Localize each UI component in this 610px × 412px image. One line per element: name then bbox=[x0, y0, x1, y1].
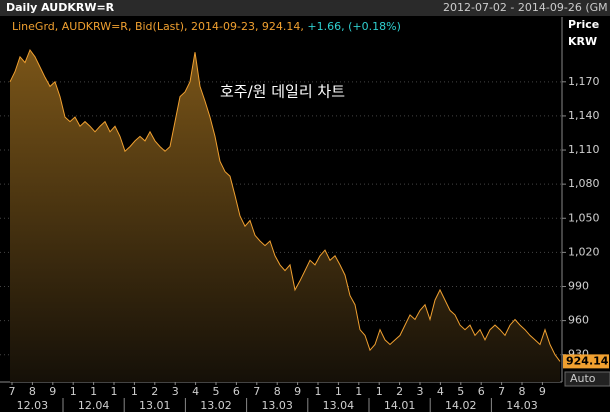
date-range: 2012-07-02 - 2014-09-26 (GM bbox=[443, 1, 608, 14]
x-tick-label: 3 bbox=[172, 385, 179, 398]
x-tick-label: 8 bbox=[29, 385, 36, 398]
x-tick-label: 8 bbox=[519, 385, 526, 398]
legend: LineGrd, AUDKRW=R, Bid(Last), 2014-09-23… bbox=[12, 20, 401, 33]
x-tick-label: 1 bbox=[131, 385, 138, 398]
quarter-label: 13.03 bbox=[261, 399, 293, 412]
quarter-label: 14.03 bbox=[506, 399, 538, 412]
plot-area bbox=[0, 17, 566, 383]
x-tick-label: 1 bbox=[335, 385, 342, 398]
axis-label: Price bbox=[568, 18, 599, 31]
x-tick-label: 1 bbox=[355, 385, 362, 398]
x-tick-label: 9 bbox=[49, 385, 56, 398]
legend-text: LineGrd, AUDKRW=R, Bid(Last), 2014-09-23… bbox=[12, 20, 304, 33]
scale-button-label[interactable]: Auto bbox=[570, 372, 596, 385]
x-tick-label: 5 bbox=[457, 385, 464, 398]
x-tick-label: 7 bbox=[498, 385, 505, 398]
x-tick-label: 2 bbox=[151, 385, 158, 398]
quarter-label: 14.02 bbox=[445, 399, 477, 412]
y-tick-label: 960 bbox=[568, 314, 589, 327]
x-tick-label: 6 bbox=[478, 385, 485, 398]
last-value-label: 924.14 bbox=[566, 354, 609, 367]
y-tick-label: 1,170 bbox=[568, 75, 600, 88]
x-tick-label: 2 bbox=[396, 385, 403, 398]
x-tick-label: 3 bbox=[417, 385, 424, 398]
x-tick-label: 1 bbox=[376, 385, 383, 398]
quarter-label: 13.01 bbox=[139, 399, 171, 412]
y-tick-label: 1,110 bbox=[568, 143, 600, 156]
line bbox=[9, 48, 561, 362]
x-tick-label: 1 bbox=[111, 385, 118, 398]
x-tick-label: 7 bbox=[253, 385, 260, 398]
x-tick-label: 1 bbox=[315, 385, 322, 398]
x-tick-label: 4 bbox=[192, 385, 199, 398]
y-tick-label: 990 bbox=[568, 279, 589, 292]
x-tick-label: 4 bbox=[437, 385, 444, 398]
x-tick-label: 9 bbox=[539, 385, 546, 398]
quarter-label: 12.04 bbox=[78, 399, 110, 412]
x-tick-label: 8 bbox=[274, 385, 281, 398]
x-tick-label: 1 bbox=[90, 385, 97, 398]
x-tick-label: 5 bbox=[213, 385, 220, 398]
y-tick-label: 1,080 bbox=[568, 177, 600, 190]
quarter-label: 12.03 bbox=[17, 399, 49, 412]
quarter-label: 13.02 bbox=[200, 399, 232, 412]
y-tick-label: 1,140 bbox=[568, 109, 600, 122]
axis-label: KRW bbox=[568, 35, 597, 48]
quarter-label: 14.01 bbox=[384, 399, 416, 412]
legend-change: +1.66, (+0.18%) bbox=[307, 20, 400, 33]
last-value-box bbox=[563, 354, 609, 369]
scale-button[interactable] bbox=[564, 371, 610, 387]
y-tick-label: 1,020 bbox=[568, 245, 600, 258]
annotation: 호주/원 데일리 차트 bbox=[220, 83, 345, 101]
x-tick-label: 9 bbox=[294, 385, 301, 398]
y-tick-label: 1,050 bbox=[568, 211, 600, 224]
chart-title: Daily AUDKRW=R bbox=[6, 1, 115, 14]
area bbox=[10, 50, 560, 382]
x-tick-label: 7 bbox=[9, 385, 16, 398]
x-tick-label: 1 bbox=[70, 385, 77, 398]
x-tick-label: 6 bbox=[233, 385, 240, 398]
header-bar bbox=[0, 0, 610, 16]
quarter-label: 13.04 bbox=[323, 399, 355, 412]
